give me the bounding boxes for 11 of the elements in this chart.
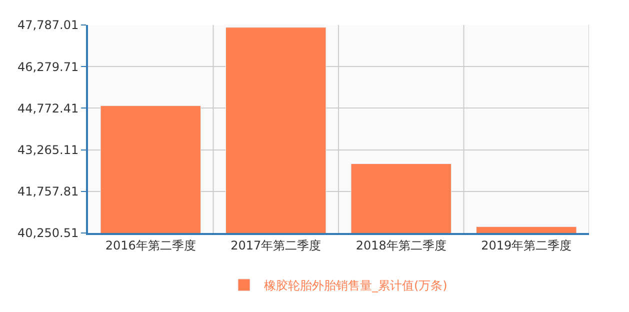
legend-label: 橡胶轮胎外胎销售量_累计值(万条) [264, 278, 448, 293]
y-tick-label: 43,265.11 [18, 143, 79, 157]
y-tick-label: 44,772.41 [18, 101, 79, 116]
x-tick-label: 2018年第二季度 [356, 238, 446, 252]
y-tick-label: 47,787.01 [18, 18, 79, 32]
x-tick-label: 2019年第二季度 [481, 238, 572, 252]
y-tick-label: 40,250.51 [18, 226, 79, 240]
y-tick-label: 41,757.81 [18, 184, 79, 199]
y-tick-label: 46,279.71 [18, 60, 79, 74]
x-tick-label: 2017年第二季度 [230, 238, 322, 252]
x-tick-label: 2016年第二季度 [105, 238, 196, 252]
